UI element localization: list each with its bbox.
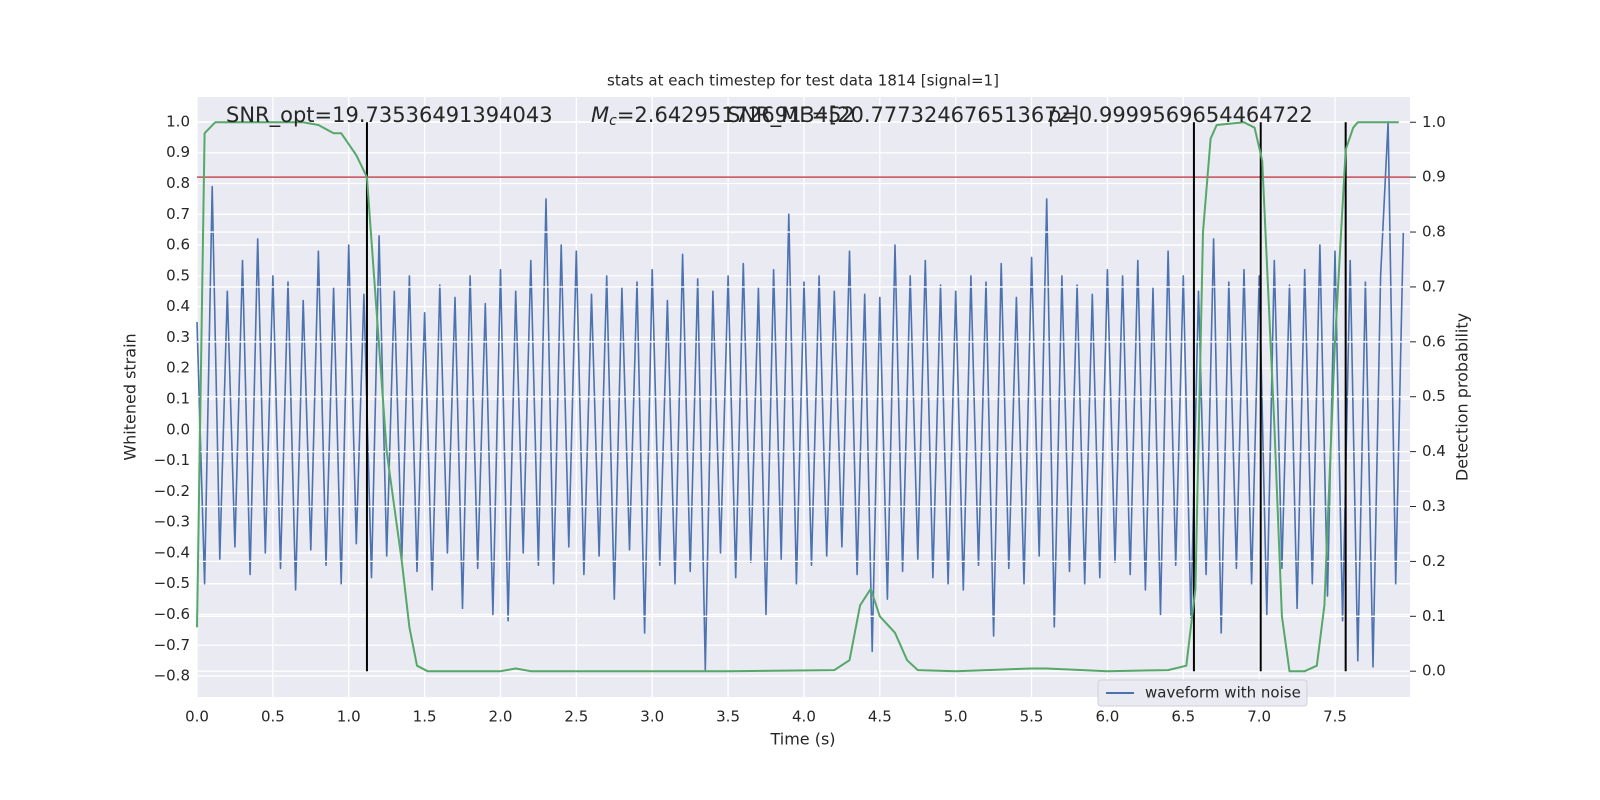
y-tick-label: 1.0 [166,112,190,130]
waveform-line [196,121,1405,671]
legend-label: waveform with noise [1145,684,1301,702]
x-tick-label: 5.5 [1020,708,1044,726]
y-tick-label: 0.3 [166,328,190,346]
y2-tick-label: 0.8 [1422,223,1446,241]
x-tick-label: 1.5 [413,708,437,726]
x-tick-label: 3.5 [716,708,740,726]
y-tick-label: 0.6 [166,236,190,254]
y2-axis-label: Detection probability [1453,313,1472,481]
y-tick-label: 0.2 [166,359,190,377]
x-tick-label: 7.5 [1323,708,1347,726]
y-tick-label: −0.6 [154,605,190,623]
annotation-subscript: c [609,113,617,129]
x-tick-label: 2.0 [489,708,513,726]
x-tick-label: 6.5 [1171,708,1195,726]
y2-tick-label: 0.4 [1422,442,1446,460]
annotation: Mc=2.642951726913452 [591,103,855,129]
x-tick-label: 0.0 [185,708,209,726]
chart-title: stats at each timestep for test data 181… [607,72,999,90]
y-tick-label: −0.2 [154,482,190,500]
plot-layer [196,97,1410,697]
y-tick-label: 0.8 [166,174,190,192]
annotation-value: =2.642951726913452 [617,103,855,127]
y2-tick-label: 0.1 [1422,607,1446,625]
x-tick-label: 2.5 [564,708,588,726]
y2-tick-label: 0.2 [1422,552,1446,570]
y2-tick-label: 0.9 [1422,168,1446,186]
y-tick-label: −0.1 [154,451,190,469]
x-tick-label: 4.5 [868,708,892,726]
y2-tick-label: 0.7 [1422,277,1446,295]
y-tick-label: −0.5 [154,574,190,592]
x-tick-label: 1.0 [337,708,361,726]
y2-tick-label: 0.5 [1422,387,1446,405]
y-tick-label: 0.4 [166,297,190,315]
y-tick-label: 0.5 [166,266,190,284]
annotation: p=0.9999569654464722 [1048,103,1313,127]
annotation: SNR_MF=[20.777324676513672] [727,103,1079,128]
y2-tick-label: 0.3 [1422,497,1446,515]
x-tick-label: 6.0 [1096,708,1120,726]
probability-line [196,121,1399,673]
y2-tick-label: 1.0 [1422,113,1446,131]
x-tick-label: 0.5 [261,708,285,726]
annotation: SNR_opt=19.73536491394043 [226,103,553,128]
x-tick-label: 7.0 [1247,708,1271,726]
y-axis-label: Whitened strain [121,333,140,460]
y-tick-label: 0.7 [166,205,190,223]
y-tick-label: 0.1 [166,390,190,408]
legend-box [1097,679,1308,707]
x-tick-label: 4.0 [792,708,816,726]
y-tick-label: −0.8 [154,667,190,685]
annotation-symbol: M [591,103,609,127]
x-tick-label: 3.0 [640,708,664,726]
y-tick-label: 0.9 [166,143,190,161]
x-axis-label: Time (s) [769,730,835,749]
y-tick-label: −0.3 [154,513,190,531]
y2-tick-label: 0.0 [1422,662,1446,680]
y-tick-label: 0.0 [166,420,190,438]
x-tick-label: 5.0 [944,708,968,726]
y-tick-label: −0.4 [154,543,190,561]
y2-tick-label: 0.6 [1422,332,1446,350]
y-tick-label: −0.7 [154,636,190,654]
